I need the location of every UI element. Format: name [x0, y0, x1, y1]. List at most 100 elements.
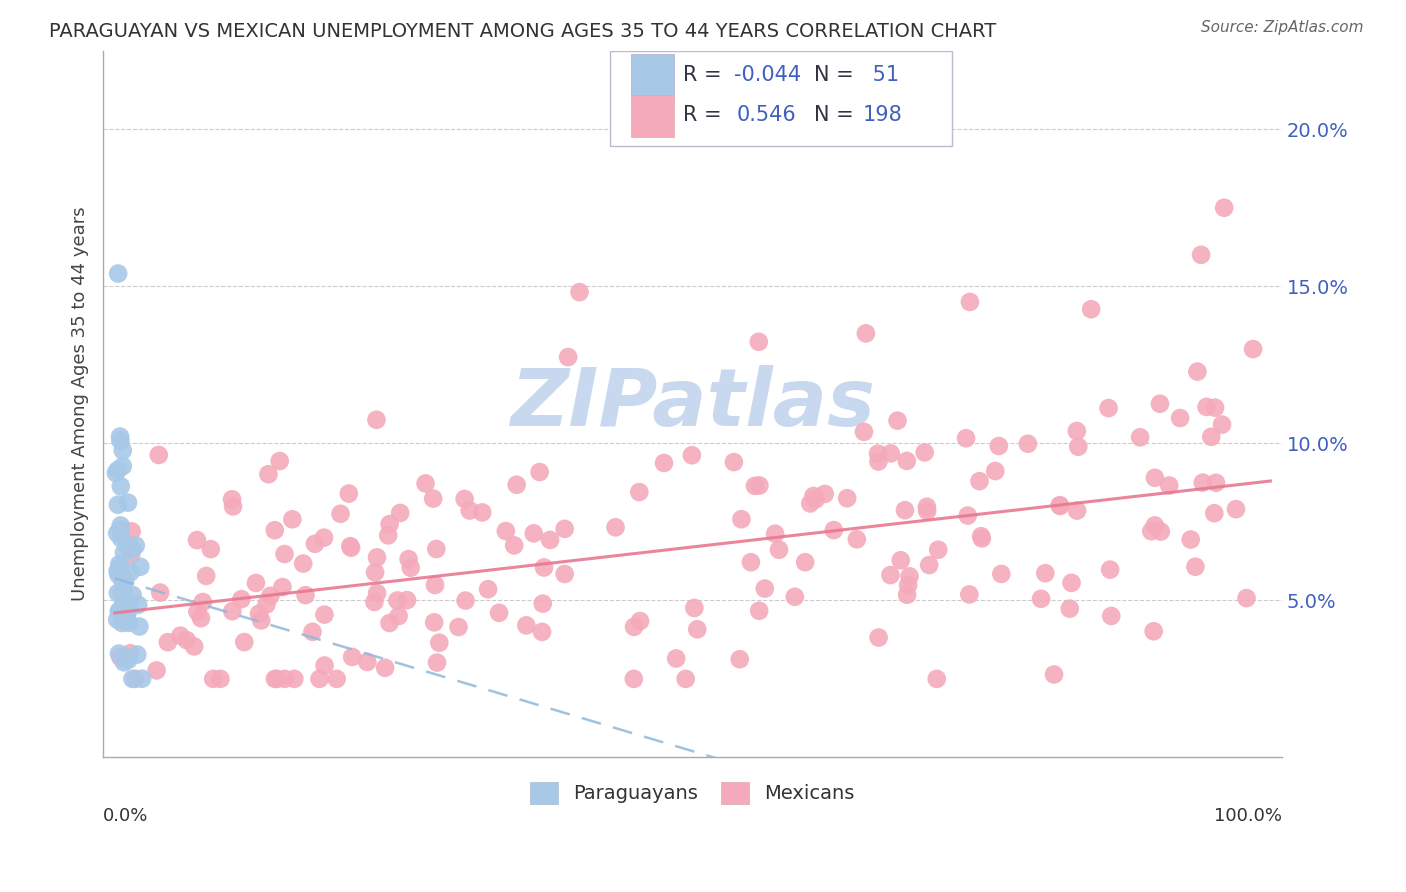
Point [503, 538, 526, 552]
Text: R =: R = [683, 65, 728, 85]
Point [121, 672, 143, 686]
Text: PARAGUAYAN VS MEXICAN UNEMPLOYMENT AMONG AGES 35 TO 44 YEARS CORRELATION CHART: PARAGUAYAN VS MEXICAN UNEMPLOYMENT AMONG… [49, 22, 997, 41]
Point [1143, 624, 1166, 639]
Point [523, 526, 546, 541]
Point [568, 285, 591, 300]
Point [890, 553, 912, 567]
Point [970, 529, 993, 543]
Point [763, 526, 786, 541]
Point [112, 546, 135, 560]
Point [1159, 478, 1181, 492]
Point [325, 672, 347, 686]
Point [107, 564, 129, 578]
Point [108, 561, 131, 575]
Point [1201, 430, 1223, 444]
FancyBboxPatch shape [610, 51, 952, 146]
Point [852, 425, 875, 439]
Text: R =: R = [683, 105, 728, 126]
Point [1059, 601, 1081, 615]
Point [105, 526, 128, 541]
Point [957, 587, 980, 601]
Point [415, 476, 437, 491]
Point [728, 652, 751, 666]
Point [366, 413, 388, 427]
Point [110, 532, 132, 546]
Point [990, 566, 1012, 581]
Point [495, 524, 517, 538]
Point [128, 619, 150, 633]
Point [1140, 524, 1163, 539]
Point [115, 650, 138, 665]
Point [681, 448, 703, 462]
Point [186, 605, 208, 619]
Point [378, 516, 401, 531]
Point [915, 504, 938, 518]
Text: ZIPatlas: ZIPatlas [510, 365, 875, 443]
Point [112, 584, 135, 599]
Point [221, 492, 243, 507]
Point [378, 615, 401, 630]
Point [683, 601, 706, 615]
Point [1067, 440, 1090, 454]
Point [145, 664, 167, 678]
Point [427, 635, 450, 649]
Point [269, 454, 291, 468]
Point [245, 576, 267, 591]
Point [112, 655, 135, 669]
Point [117, 604, 139, 618]
Point [120, 646, 142, 660]
Point [176, 633, 198, 648]
Point [111, 459, 134, 474]
Point [533, 560, 555, 574]
Point [398, 552, 420, 566]
Point [675, 672, 697, 686]
Point [112, 585, 135, 599]
Point [339, 539, 361, 553]
Point [1043, 667, 1066, 681]
Point [748, 604, 770, 618]
Point [422, 491, 444, 506]
Point [366, 550, 388, 565]
Point [259, 589, 281, 603]
Point [686, 623, 709, 637]
Point [117, 653, 139, 667]
Point [271, 580, 294, 594]
FancyBboxPatch shape [631, 54, 673, 96]
Point [125, 539, 148, 553]
Point [1211, 417, 1233, 432]
Point [356, 655, 378, 669]
Point [110, 434, 132, 448]
Point [1017, 436, 1039, 450]
Point [623, 672, 645, 686]
Point [124, 672, 146, 686]
FancyBboxPatch shape [631, 95, 673, 136]
Point [114, 574, 136, 588]
Point [628, 485, 651, 500]
Point [1060, 575, 1083, 590]
Point [111, 599, 134, 614]
Point [730, 512, 752, 526]
Point [104, 466, 127, 480]
Point [652, 456, 675, 470]
Point [879, 568, 901, 582]
Point [1195, 400, 1218, 414]
Point [754, 582, 776, 596]
Point [127, 598, 149, 612]
Point [107, 463, 129, 477]
Point [121, 524, 143, 539]
Point [283, 672, 305, 686]
Point [1213, 201, 1236, 215]
Point [111, 615, 134, 630]
Point [1097, 401, 1119, 415]
Point [121, 588, 143, 602]
Point [117, 495, 139, 509]
Point [111, 443, 134, 458]
Point [925, 672, 948, 686]
Point [1187, 365, 1209, 379]
Point [256, 598, 278, 612]
Point [1099, 563, 1122, 577]
Text: 51: 51 [866, 65, 898, 85]
Point [247, 607, 270, 621]
Point [454, 593, 477, 607]
Point [866, 447, 889, 461]
